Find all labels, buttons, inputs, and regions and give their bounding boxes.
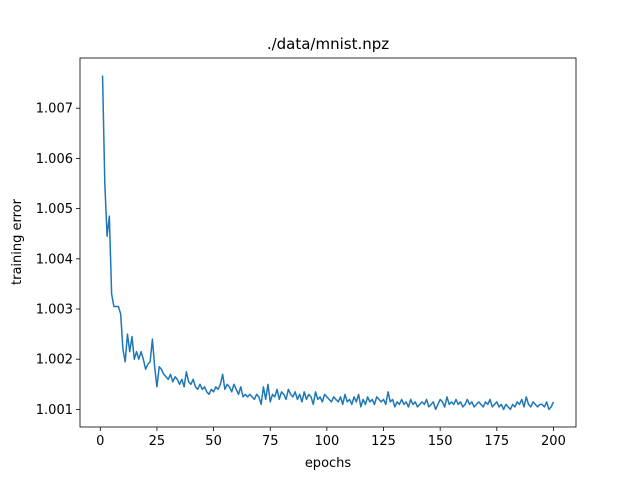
x-tick-label: 125 (371, 434, 396, 449)
line (101, 75, 555, 411)
chart-title: ./data/mnist.npz (267, 35, 389, 53)
x-tick-label: 175 (484, 434, 509, 449)
y-tick-label: 1.005 (36, 202, 73, 217)
y-tick-label: 1.003 (36, 303, 73, 318)
x-tick-label: 50 (205, 434, 222, 449)
x-tick-label: 25 (149, 434, 166, 449)
x-tick-label: 75 (262, 434, 279, 449)
y-tick-label: 1.006 (36, 152, 73, 167)
x-axis-label: epochs (305, 456, 352, 471)
x-tick-label: 150 (428, 434, 453, 449)
x-tick-label: 100 (314, 434, 339, 449)
y-tick-label: 1.001 (36, 403, 73, 418)
axes-frame (79, 57, 577, 428)
x-tick-label: 0 (96, 434, 104, 449)
y-tick-label: 1.004 (36, 252, 73, 267)
y-tick-label: 1.007 (36, 102, 73, 117)
y-axis-label: training error (10, 198, 25, 285)
y-tick-label: 1.002 (36, 353, 73, 368)
x-tick-label: 200 (541, 434, 566, 449)
